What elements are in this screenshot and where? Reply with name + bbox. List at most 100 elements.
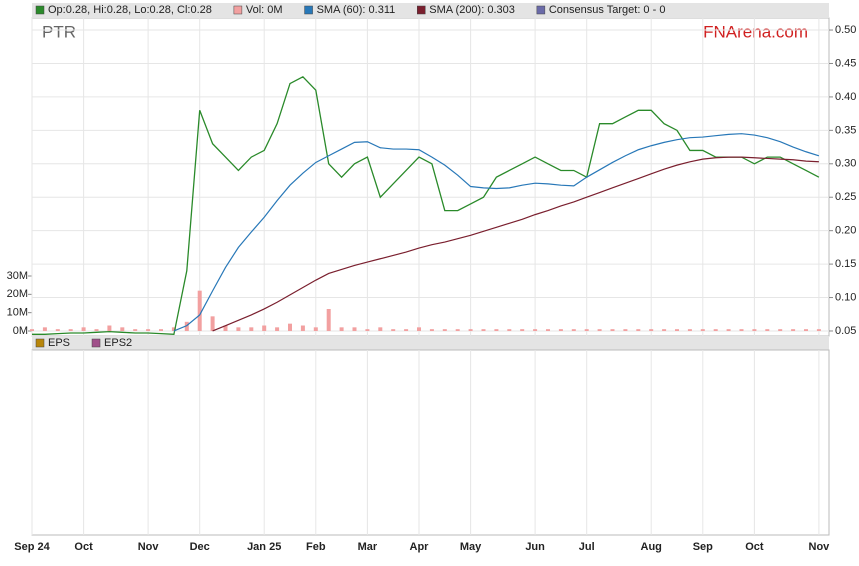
volume-tick-label: 30M [7, 270, 28, 282]
legend-label: SMA (60): 0.311 [317, 4, 396, 16]
volume-bar [571, 329, 576, 331]
volume-bar [752, 329, 757, 331]
legend-label: Consensus Target: 0 - 0 [549, 4, 666, 16]
legend-swatch [35, 338, 45, 348]
legend-label: Op:0.28, Hi:0.28, Lo:0.28, Cl:0.28 [48, 4, 212, 16]
volume-bar [120, 327, 125, 331]
volume-bar [417, 327, 421, 331]
volume-bar [30, 329, 34, 331]
y-tick-label: 0.15 [835, 258, 856, 270]
volume-tick-label: 10M [7, 307, 28, 319]
volume-bar [429, 329, 434, 331]
volume-bar [713, 329, 718, 331]
x-tick-label: Jan 25 [247, 541, 281, 553]
volume-bar [610, 329, 615, 331]
x-tick-label: Sep [693, 541, 713, 553]
volume-bar [55, 329, 60, 331]
volume-bar [288, 323, 292, 331]
x-tick-label: Apr [410, 541, 430, 553]
x-tick-label: Mar [358, 541, 378, 553]
volume-bar [275, 327, 280, 331]
legend-swatch [233, 5, 243, 15]
volume-bar [326, 309, 331, 331]
volume-bar [171, 327, 176, 331]
volume-bar [442, 329, 447, 331]
volume-bar [391, 329, 396, 331]
y-tick-label: 0.40 [835, 91, 856, 103]
volume-bar [236, 327, 241, 331]
legend-bar [32, 3, 829, 18]
volume-bar [159, 329, 163, 331]
volume-bar [597, 329, 602, 331]
volume-tick-label: 0M [13, 325, 28, 337]
y-tick-label: 0.20 [835, 225, 856, 237]
volume-bar [687, 329, 692, 331]
x-tick-label: Jun [525, 541, 545, 553]
volume-bar [81, 327, 86, 331]
x-tick-label: Aug [641, 541, 662, 553]
volume-bar [675, 329, 679, 331]
volume-tick-label: 20M [7, 288, 28, 300]
volume-bar [481, 329, 486, 331]
eps-panel [31, 349, 830, 536]
legend-label: EPS [48, 337, 70, 349]
volume-bar [636, 329, 641, 331]
x-tick-label: Nov [138, 541, 160, 553]
volume-bar [739, 329, 744, 331]
legend-swatch [304, 5, 313, 15]
y-tick-label: 0.25 [835, 191, 856, 203]
volume-bar [339, 327, 344, 331]
y-tick-label: 0.45 [835, 57, 856, 69]
series-line [32, 76, 820, 336]
eps-legend-bar [32, 336, 829, 350]
volume-bar [649, 329, 654, 331]
volume-bar [623, 329, 628, 331]
volume-bar [726, 329, 731, 331]
volume-bar [184, 321, 189, 331]
volume-bar [700, 329, 705, 331]
legend-swatch [91, 338, 101, 348]
volume-bar [404, 329, 409, 331]
volume-bar [546, 329, 550, 331]
volume-bar [662, 329, 667, 331]
x-tick-label: Sep 24 [14, 541, 50, 553]
y-tick-label: 0.35 [835, 124, 856, 136]
ticker: PTR [42, 22, 76, 41]
legend-swatch [417, 5, 426, 15]
volume-bar [455, 329, 460, 331]
legend-swatch [536, 5, 546, 15]
y-tick-label: 0.05 [835, 325, 856, 337]
series-line [173, 133, 820, 332]
volume-bar [210, 316, 215, 331]
volume-bar [507, 329, 512, 331]
volume-bar [468, 329, 473, 331]
volume-bar [378, 327, 383, 331]
volume-bar [816, 329, 821, 331]
volume-bar [313, 327, 318, 331]
x-tick-label: Oct [745, 541, 764, 553]
x-tick-label: Nov [809, 541, 831, 553]
x-tick-label: May [460, 541, 482, 553]
legend-label: Vol: 0M [246, 4, 283, 16]
volume-bar [94, 329, 99, 331]
volume-bar [584, 329, 589, 331]
legend-label: SMA (200): 0.303 [429, 4, 515, 16]
volume-bar [494, 329, 499, 331]
volume-bar [791, 329, 796, 331]
volume-bar [533, 329, 538, 331]
volume-bar [68, 329, 73, 331]
volume-bar [365, 329, 370, 331]
price-panel [31, 17, 830, 337]
brand: FNArena.com [703, 22, 808, 41]
x-tick-label: Feb [306, 541, 326, 553]
legend-label: EPS2 [104, 337, 132, 349]
volume-bar [778, 329, 783, 331]
volume-bar [249, 327, 254, 331]
volume-bar [300, 325, 305, 331]
volume-bar [262, 325, 267, 331]
volume-bar [558, 329, 563, 331]
legend-swatch [35, 5, 45, 15]
volume-bar [352, 327, 357, 331]
volume-bar [42, 327, 47, 331]
volume-bar [520, 329, 525, 331]
